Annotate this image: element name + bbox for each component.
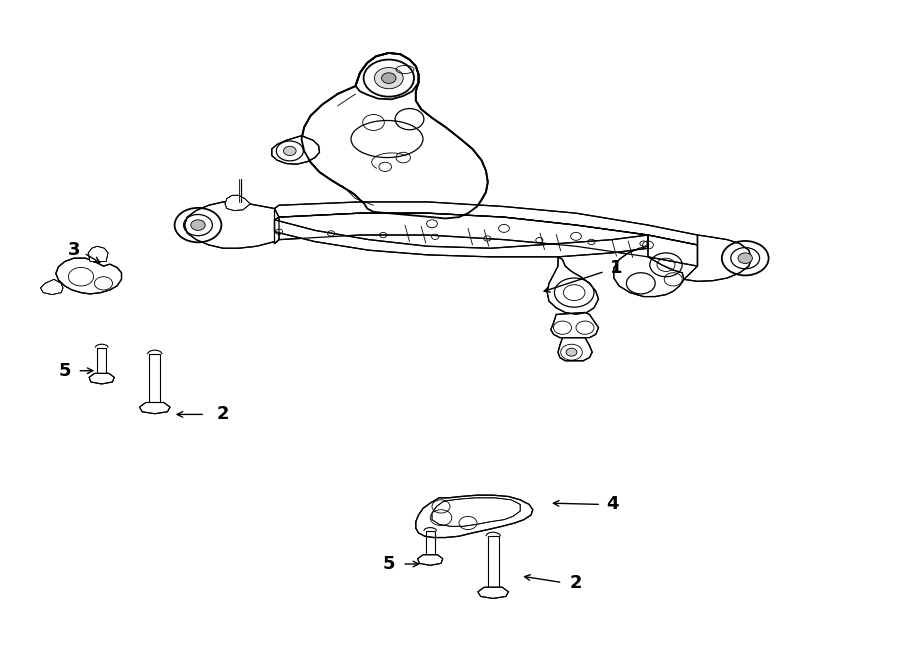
Polygon shape xyxy=(614,235,684,297)
Polygon shape xyxy=(40,279,63,295)
Circle shape xyxy=(284,146,296,156)
Polygon shape xyxy=(418,555,443,565)
Polygon shape xyxy=(274,220,648,257)
Circle shape xyxy=(191,220,205,230)
Polygon shape xyxy=(551,312,598,338)
Polygon shape xyxy=(274,213,698,266)
Polygon shape xyxy=(225,195,250,211)
Polygon shape xyxy=(140,402,170,414)
Text: 2: 2 xyxy=(570,573,582,592)
Text: 5: 5 xyxy=(382,555,395,573)
Polygon shape xyxy=(302,53,488,218)
Polygon shape xyxy=(274,202,698,245)
Polygon shape xyxy=(684,235,752,281)
Text: 3: 3 xyxy=(68,241,80,260)
Polygon shape xyxy=(356,53,418,99)
Polygon shape xyxy=(547,257,598,314)
Polygon shape xyxy=(184,202,279,248)
Polygon shape xyxy=(558,338,592,361)
Text: 5: 5 xyxy=(58,361,71,380)
Circle shape xyxy=(738,253,752,263)
Text: 2: 2 xyxy=(217,405,230,424)
Polygon shape xyxy=(272,136,320,164)
Polygon shape xyxy=(432,498,520,526)
Text: 4: 4 xyxy=(606,495,618,514)
Polygon shape xyxy=(89,373,114,384)
Text: 1: 1 xyxy=(610,259,623,277)
Polygon shape xyxy=(478,587,508,598)
Polygon shape xyxy=(416,495,533,538)
Circle shape xyxy=(374,68,403,89)
Circle shape xyxy=(566,348,577,356)
Polygon shape xyxy=(56,258,122,294)
Circle shape xyxy=(382,73,396,83)
Polygon shape xyxy=(88,246,108,261)
